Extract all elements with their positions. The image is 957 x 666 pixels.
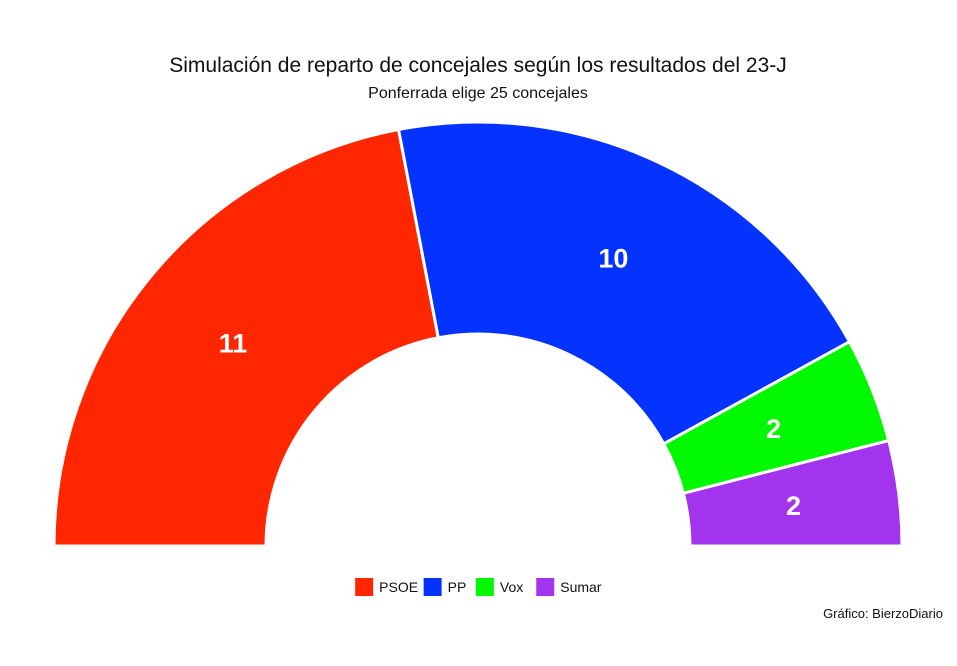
legend-swatch-vox bbox=[475, 578, 494, 596]
seat-segments bbox=[52, 120, 904, 548]
legend: PSOE PP Vox Sumar bbox=[355, 578, 602, 596]
data-label-pp: 10 bbox=[598, 243, 628, 273]
segment-psoe bbox=[52, 127, 441, 548]
legend-swatch-pp bbox=[423, 578, 442, 596]
segment-pp bbox=[396, 120, 852, 446]
legend-label-pp: PP bbox=[448, 579, 467, 595]
chart-title: Simulación de reparto de concejales segú… bbox=[169, 54, 787, 77]
data-label-vox: 2 bbox=[766, 414, 781, 444]
data-label-psoe: 11 bbox=[219, 328, 248, 358]
legend-swatch-psoe bbox=[355, 578, 374, 596]
legend-label-sumar: Sumar bbox=[560, 579, 602, 595]
seat-labels: 11 10 2 2 bbox=[219, 243, 801, 521]
segment-sumar bbox=[681, 438, 904, 548]
data-label-sumar: 2 bbox=[786, 491, 801, 521]
legend-swatch-sumar bbox=[536, 578, 555, 596]
chart-caption: Gráfico: BierzoDiario bbox=[823, 606, 943, 621]
legend-label-vox: Vox bbox=[500, 579, 523, 595]
legend-label-psoe: PSOE bbox=[379, 579, 418, 595]
chart-subtitle: Ponferrada elige 25 concejales bbox=[368, 85, 588, 102]
